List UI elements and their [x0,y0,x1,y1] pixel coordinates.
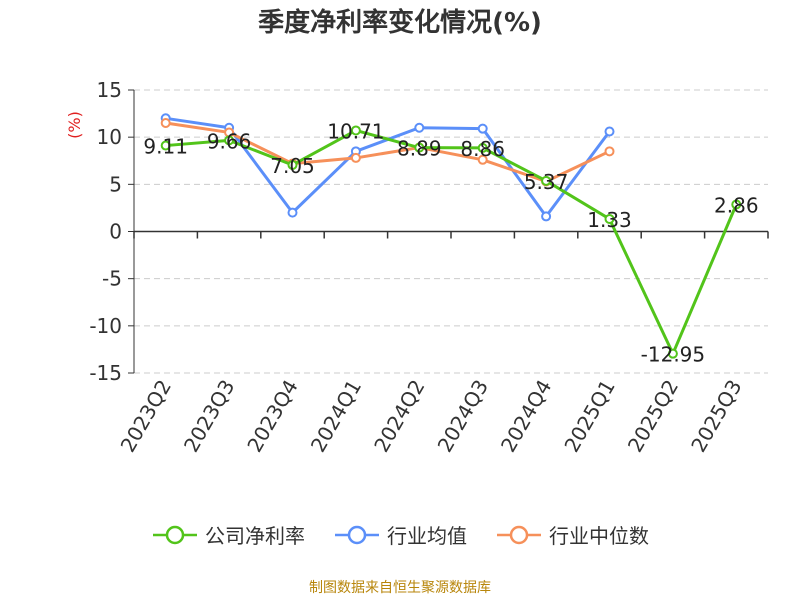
x-tick-label: 2024Q3 [433,376,493,457]
x-tick-label: 2023Q3 [179,376,239,457]
x-tick-label: 2025Q2 [623,376,683,457]
data-label: 10.71 [327,119,384,143]
x-tick-label: 2024Q1 [306,376,366,457]
y-tick-label: -5 [102,267,122,291]
chart-title: 季度净利率变化情况(%) [258,8,542,38]
data-point-0 [477,142,488,153]
data-point-0 [667,348,678,359]
y-axis-label: (%) [65,111,84,139]
data-point-1 [477,123,488,134]
data-label: 8.89 [397,137,442,161]
legend-item-company[interactable]: 公司净利率 [151,520,305,549]
data-label: -12.95 [641,343,705,367]
legend-label-industry-median: 行业中位数 [549,524,649,548]
data-point-0 [541,175,552,186]
x-tick-label: 2025Q1 [559,376,619,457]
data-point-0 [224,135,235,146]
x-tick-label: 2024Q4 [496,376,556,457]
data-point-1 [541,211,552,222]
data-label: 8.86 [460,137,505,161]
y-tick-label: 0 [109,220,122,244]
legend-marker-company [153,525,197,544]
series-line-0 [165,128,738,356]
data-label: 2.86 [714,194,759,218]
data-point-0 [604,213,615,224]
x-tick-label: 2024Q2 [369,376,429,457]
legend-label-company: 公司净利率 [205,524,305,548]
data-label: 7.05 [270,154,315,178]
y-tick-label: 10 [97,125,122,149]
x-tick-label: 2025Q3 [686,376,746,457]
data-point-2 [350,152,361,163]
data-point-1 [414,122,425,133]
data-label: 1.33 [587,208,632,232]
data-point-2 [160,118,171,129]
y-tick-label: 5 [109,172,122,196]
data-point-0 [731,199,742,210]
legend-item-industry-mean[interactable]: 行业均值 [333,520,467,549]
data-point-1 [287,207,298,218]
data-label: 5.37 [524,170,569,194]
data-label: 9.11 [143,135,188,159]
data-point-1 [604,126,615,137]
legend-marker-industry-median [497,525,541,544]
legend-label-industry-mean: 行业均值 [387,524,467,548]
x-tick-label: 2023Q2 [116,376,176,457]
legend-item-industry-median[interactable]: 行业中位数 [495,520,649,549]
source-footer: 制图数据来自恒生聚源数据库 [309,580,491,596]
data-point-2 [604,146,615,157]
data-label: 9.66 [207,129,252,153]
series-line-2 [165,121,611,184]
y-tick-label: 15 [97,78,122,102]
x-tick-label: 2023Q4 [242,376,302,457]
data-point-0 [414,142,425,153]
data-point-0 [350,125,361,136]
legend-marker-industry-mean [335,525,379,544]
y-tick-label: -10 [89,314,122,338]
data-point-0 [287,159,298,170]
data-point-0 [160,140,171,151]
y-tick-label: -15 [89,361,122,385]
chart-legend: 公司净利率 行业均值 行业中位数 [0,520,800,549]
data-point-2 [477,154,488,165]
